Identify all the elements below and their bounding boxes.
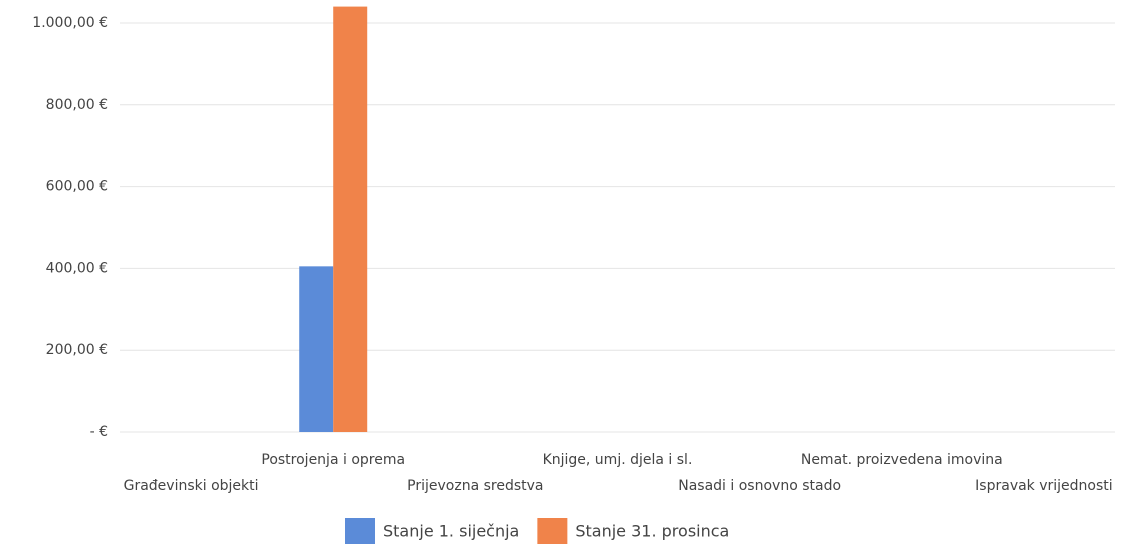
y-tick-label: 400,00 € (46, 260, 108, 276)
x-tick-label: Građevinski objekti (124, 478, 259, 494)
y-tick-label: 600,00 € (46, 179, 108, 195)
x-tick-label: Ispravak vrijednosti (975, 478, 1113, 494)
x-tick-label: Knjige, umj. djela i sl. (543, 452, 693, 468)
legend-swatch (537, 518, 568, 544)
y-tick-label: - € (90, 424, 108, 440)
legend-label: Stanje 1. siječnja (383, 522, 519, 541)
x-tick-label: Nasadi i osnovno stado (678, 478, 841, 494)
x-tick-label: Prijevozna sredstva (407, 478, 543, 494)
legend-swatch (345, 518, 375, 544)
bar (299, 266, 334, 432)
x-tick-label: Nemat. proizvedena imovina (801, 452, 1003, 468)
y-tick-label: 1.000,00 € (32, 15, 108, 31)
legend-label: Stanje 31. prosinca (575, 522, 729, 541)
y-tick-label: 800,00 € (46, 97, 108, 113)
y-tick-label: 200,00 € (46, 342, 108, 358)
x-tick-label: Postrojenja i oprema (261, 452, 405, 468)
bar (333, 6, 368, 432)
